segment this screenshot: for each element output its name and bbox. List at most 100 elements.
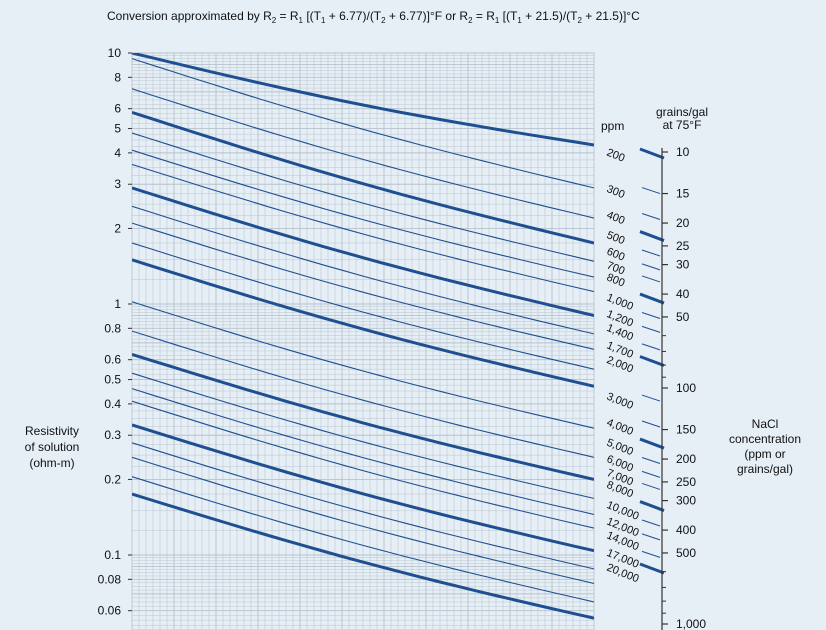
ppm-marker (641, 420, 661, 428)
title-segment: + 6.77)/(T (325, 9, 381, 23)
curve-ppm-2000 (132, 258, 594, 388)
ppm-marker (641, 550, 661, 558)
ppm-marker (641, 311, 661, 319)
grains-tick-label: 200 (676, 452, 696, 466)
ppm-marker (641, 249, 661, 257)
ppm-tick-label: 4,000 (605, 417, 635, 438)
curve-ppm-5000 (132, 352, 594, 481)
grains-tick-label: 150 (676, 423, 696, 437)
grains-tick-label: 10 (676, 145, 690, 159)
grid (131, 52, 595, 630)
ppm-marker (641, 519, 661, 527)
grains-tick-label: 400 (676, 523, 696, 537)
title-subscript: 2 (272, 16, 277, 25)
curve-ppm-700 (132, 149, 594, 278)
y-tick-label: 3 (114, 177, 121, 191)
y-tick-label: 0.4 (104, 397, 121, 411)
title-segment: + 6.77)]°F or R (386, 9, 469, 23)
nacl-label-line: (ppm or (744, 447, 786, 461)
ppm-marker (641, 394, 661, 402)
title-segment: = R (473, 9, 496, 23)
curve-ppm-8000 (132, 400, 594, 529)
y-tick-label: 5 (114, 122, 121, 136)
curve-ppm-7000 (132, 388, 594, 516)
title-segment: [(T (499, 9, 518, 23)
title-subscript: 1 (517, 16, 522, 25)
title-subscript: 1 (495, 16, 500, 25)
grains-tick-label: 15 (676, 187, 690, 201)
ppm-marker (641, 482, 661, 490)
y-tick-label: 0.08 (98, 572, 122, 586)
nacl-label-line: grains/gal) (736, 462, 794, 476)
ppm-tick-label: 500 (605, 229, 627, 247)
grains-tick-label: 250 (676, 475, 696, 489)
y-tick-label: 6 (114, 102, 121, 116)
y-axis-label-line: Resistivity (24, 424, 79, 438)
nacl-label-line: NaCl (751, 417, 779, 431)
y-tick-label: 0.6 (104, 353, 121, 367)
y-axis-label: Resistivity of solution (ohm-m) (2, 423, 102, 471)
y-tick-label: 0.06 (98, 604, 122, 618)
title-segment: + 21.5)]°C (582, 9, 640, 23)
title-subscript: 2 (468, 16, 473, 25)
y-tick-label: 4 (114, 146, 121, 160)
ppm-bold-marker (639, 562, 665, 575)
curve-ppm-10000 (132, 423, 594, 553)
y-tick-label: 0.3 (104, 428, 121, 442)
curve-ppm-600 (132, 132, 594, 262)
curve-ppm-200 (132, 53, 594, 147)
ppm-scale: 2003004005006007008001,0001,2001,4001,70… (605, 147, 665, 585)
grains-tick-label: 300 (676, 494, 696, 508)
y-tick-label: 0.5 (104, 373, 121, 387)
curve-ppm-4000 (132, 330, 594, 458)
grains-tick-label: 30 (676, 258, 690, 272)
curve-ppm-17000 (132, 476, 594, 603)
y-tick-label: 1 (114, 297, 121, 311)
y-tick-label: 0.8 (104, 321, 121, 335)
curve-ppm-300 (132, 58, 594, 189)
y-tick-label: 10 (108, 46, 122, 60)
curve-ppm-20000 (132, 492, 594, 620)
grains-axis-title: grains/gal at 75°F (642, 106, 722, 132)
grains-scale: 10 15 20 25 30 40 50 100 150 200 250 300 400 500 1,000 (661, 145, 706, 630)
curve-ppm-1700 (132, 242, 594, 370)
grains-axis-title-line: grains/gal (655, 105, 709, 119)
grains-tick-label: 100 (676, 381, 696, 395)
y-tick-label: 2 (114, 221, 121, 235)
ppm-marker (641, 343, 661, 351)
ppm-marker (641, 263, 661, 271)
y-tick-label: 0.1 (104, 548, 121, 562)
grains-tick-label: 50 (676, 310, 690, 324)
curve-ppm-12000 (132, 442, 594, 570)
ppm-bold-marker (639, 230, 665, 242)
title-segment: = R (276, 9, 299, 23)
title-subscript: 2 (577, 16, 582, 25)
ppm-marker (641, 212, 661, 220)
curve-ppm-400 (132, 88, 594, 219)
grains-tick-label: 40 (676, 287, 690, 301)
chart-title: Conversion approximated by R2 = R1 [(T1 … (107, 9, 640, 25)
ppm-bold-marker (639, 292, 665, 305)
ppm-marker (641, 457, 661, 464)
title-subscript: 1 (321, 16, 326, 25)
ppm-marker (641, 533, 661, 541)
grains-tick-label: 500 (676, 546, 696, 560)
nacl-concentration-label: NaCl concentration (ppm or grains/gal) (710, 417, 820, 477)
ppm-tick-label: 200 (605, 147, 627, 165)
y-axis-ticks: 10 8 6 5 4 3 2 1 0.8 0.6 0.5 0.4 0.3 0.2 0.1 0.08 0.06 (98, 46, 132, 618)
ppm-bold-marker (639, 500, 665, 512)
title-subscript: 2 (381, 16, 386, 25)
grains-tick-label: 25 (676, 239, 690, 253)
ppm-marker (641, 470, 661, 478)
curve-ppm-1200 (132, 205, 594, 335)
ppm-bold-marker (639, 437, 665, 450)
nacl-label-line: concentration (728, 432, 802, 446)
curve-ppm-3000 (132, 301, 594, 429)
title-segment: [(T (303, 9, 322, 23)
title-subscript: 1 (299, 16, 304, 25)
ppm-tick-label: 300 (605, 183, 627, 201)
grains-tick-label: 20 (676, 216, 690, 230)
curve-ppm-1400 (132, 222, 594, 350)
curve-ppm-800 (132, 163, 594, 293)
curve-ppm-6000 (132, 372, 594, 499)
